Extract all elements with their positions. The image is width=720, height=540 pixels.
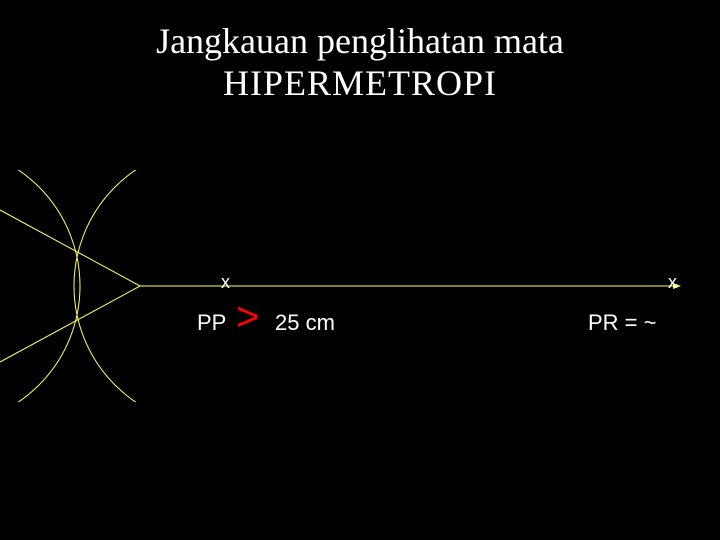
ray-bottom bbox=[0, 286, 140, 362]
marker-pp: x bbox=[221, 272, 230, 293]
greater-than-symbol: > bbox=[236, 295, 259, 340]
eye-diagram bbox=[0, 0, 720, 540]
ray-top bbox=[0, 210, 140, 286]
pr-label: PR = ~ bbox=[588, 310, 656, 336]
marker-pr: x bbox=[668, 272, 677, 293]
lens-arc-back bbox=[0, 146, 80, 426]
pp-label: PP bbox=[197, 310, 226, 336]
distance-label: 25 cm bbox=[275, 310, 335, 336]
